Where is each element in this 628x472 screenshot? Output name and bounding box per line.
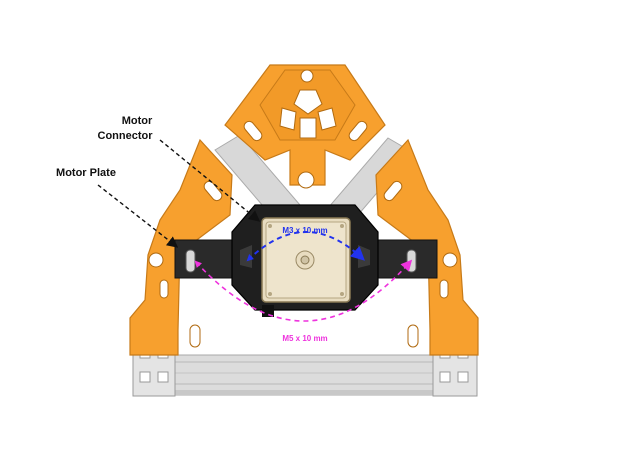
motor-connector-label-line1: Motor [122,115,153,127]
stepper-motor [261,217,351,303]
m5-dimension-arc [194,259,413,322]
motor-plate-label: Motor Plate [56,167,116,179]
m5-dimension-label: M5 x 10 mm [282,334,327,343]
right-side-bracket [375,138,479,356]
motor-connector-label-line2: Connector [98,130,154,142]
bottom-extrusion [174,354,436,396]
motor-plate-leader [97,184,179,248]
left-side-bracket [129,138,233,356]
motor-connector-leader [159,139,261,222]
top-apex-bracket [224,64,386,189]
m3-dimension-label: M3 x 10 mm [282,226,327,235]
m3-dimension-arc [246,231,365,262]
